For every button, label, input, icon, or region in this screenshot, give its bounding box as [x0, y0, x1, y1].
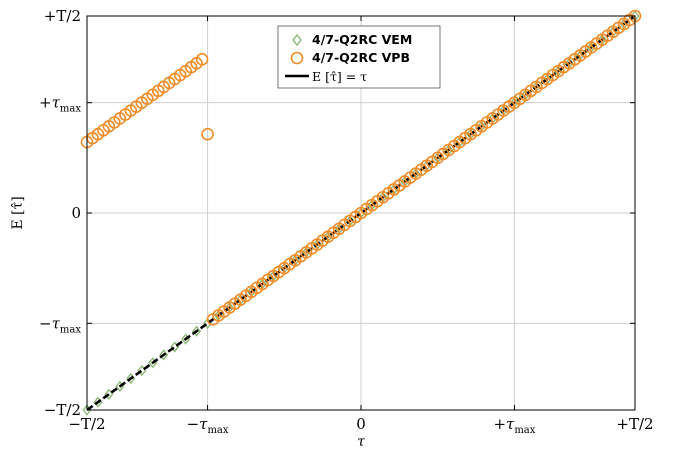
ticks: −T/2 −τmax 0 +τmax +T/2 −T/2 −τmax 0 +τmax +T/2 — [39, 7, 654, 436]
vpb-point — [201, 127, 214, 141]
legend: 4/7-Q2RC VEM 4/7-Q2RC VPB E [τ̂] = τ — [277, 25, 441, 89]
y-tick-label: +τmax — [39, 94, 81, 115]
x-tick-label: +τmax — [493, 415, 535, 436]
x-tick-label: 0 — [356, 415, 366, 433]
legend-box — [277, 25, 441, 89]
y-axis-label: E [τ̂] — [10, 196, 26, 229]
x-tick-label: +T/2 — [616, 415, 653, 433]
y-tick-label: 0 — [71, 204, 81, 222]
legend-label-reference: E [τ̂] = τ — [312, 69, 367, 84]
x-axis-label: τ — [357, 434, 365, 450]
vpb-point — [195, 53, 209, 66]
legend-label-vem: 4/7-Q2RC VEM — [312, 32, 412, 47]
data-layer — [80, 9, 642, 416]
y-tick-label: −T/2 — [44, 401, 81, 419]
legend-marker-vpb — [290, 51, 304, 65]
legend-marker-vem — [292, 33, 302, 47]
x-tick-label: −τmax — [187, 415, 229, 436]
y-tick-label: +T/2 — [44, 7, 81, 25]
reference-line — [86, 14, 636, 412]
legend-label-vpb: 4/7-Q2RC VPB — [312, 50, 410, 65]
y-tick-label: −τmax — [39, 314, 81, 335]
x-tick-label: −T/2 — [68, 415, 105, 433]
